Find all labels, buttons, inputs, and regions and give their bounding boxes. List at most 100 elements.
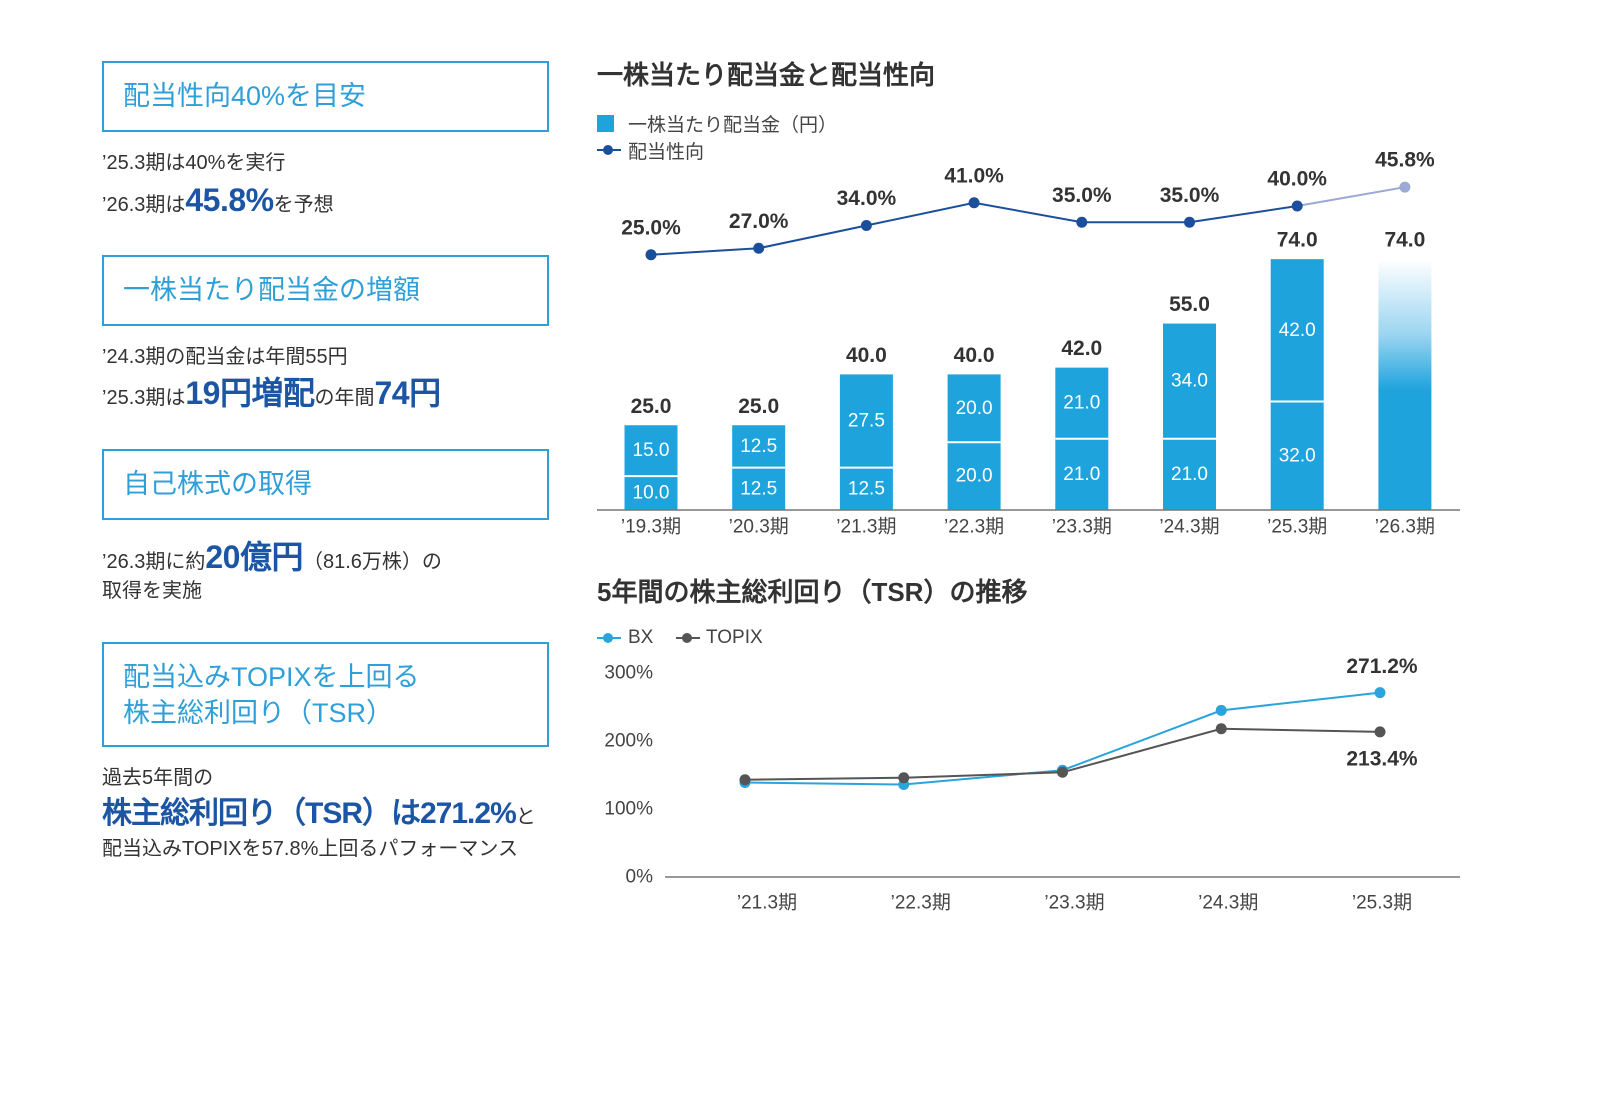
- bar-forecast: [1378, 259, 1432, 510]
- bar-segment-label: 10.0: [633, 483, 670, 504]
- highlight-text-line: ’25.3期は40%を実行: [102, 150, 285, 176]
- bar-segment-label: 20.0: [956, 466, 993, 487]
- x-tick-label: ’24.3期: [1198, 892, 1258, 914]
- highlight-emphasis: 74円: [374, 375, 441, 411]
- payout-ratio-point: [1076, 216, 1088, 228]
- highlight-text-line: ’26.3期は45.8%を予想: [102, 182, 334, 218]
- bar-segment-label: 42.0: [1279, 320, 1316, 341]
- bar-segment: [1270, 401, 1324, 510]
- highlight-text-line: 株主総利回り（TSR）は271.2%と: [102, 796, 536, 832]
- tsr-chart-plot: 0% 100% 200% 300% ’21.3期 ’22.3期 ’23.3期 ’24.3期 ’2…: [604, 655, 1460, 914]
- series-bx: 271.2%: [739, 655, 1418, 791]
- bar-segment: [624, 476, 678, 510]
- highlight-text: ’24.3期の配当金は年間55円: [102, 346, 348, 368]
- highlight-box-share-buyback: 自己株式の取得: [102, 449, 549, 520]
- highlight-text-line: 配当込みTOPIXを57.8%上回るパフォーマンス: [102, 836, 518, 862]
- tsr-chart-title: 5年間の株主総利回り（TSR）の推移: [597, 577, 1028, 607]
- legend-payout-ratio: 配当性向: [597, 138, 705, 163]
- highlight-text: ’25.3期は40%を実行: [102, 152, 286, 174]
- dividend-chart-title: 一株当たり配当金と配当性向: [597, 60, 936, 90]
- highlight-text: ’25.3期は: [102, 387, 186, 409]
- payout-ratio-point: [1291, 200, 1303, 212]
- bar-segment-label: 27.5: [848, 411, 885, 432]
- highlight-emphasis: 20億円: [205, 539, 303, 575]
- bar-segment-label: 34.0: [1171, 371, 1208, 392]
- highlight-text: と: [515, 806, 536, 828]
- x-tick-label: ’23.3期: [1052, 516, 1112, 538]
- payout-ratio-label: 35.0%: [1160, 184, 1220, 207]
- payout-ratio-point: [753, 242, 765, 254]
- y-tick-label: 0%: [626, 867, 654, 888]
- dividend-chart-plot: 10.0 15.0 25.0 12.5 12.5 25.0 12.5 27.5 40.0 20.0…: [597, 149, 1460, 538]
- bar-segment: [1163, 323, 1216, 439]
- highlight-box-dividend-increase: 一株当たり配当金の増額: [102, 255, 549, 326]
- highlight-emphasis: 株主総利回り（TSR）は271.2%: [102, 797, 517, 830]
- payout-ratio-label: 35.0%: [1052, 184, 1112, 207]
- legend-label: 配当性向: [628, 141, 705, 163]
- legend-dividend-per-share: 一株当たり配当金（円）: [597, 111, 837, 136]
- payout-ratio-point: [968, 197, 980, 209]
- x-tick-label: ’22.3期: [891, 892, 951, 914]
- bar-segment-label: 12.5: [740, 436, 777, 457]
- bar-total-label: 25.0: [738, 395, 779, 418]
- bar-total-label: 40.0: [846, 344, 887, 367]
- payout-ratio-point: [1399, 181, 1411, 193]
- payout-ratio-series: 25.0% 27.0% 34.0% 41.0% 35.0% 35.0% 40.0% 45.8%: [621, 149, 1435, 261]
- x-tick-label: ’25.3期: [1352, 892, 1412, 914]
- series-point: [1215, 723, 1227, 735]
- legend-line-dot-icon: [597, 632, 621, 644]
- bar-total-label: 74.0: [1277, 229, 1318, 252]
- bar-segment: [624, 425, 678, 477]
- bar-segment: [732, 425, 786, 468]
- x-tick-label: ’21.3期: [737, 892, 797, 914]
- series-point: [1057, 766, 1068, 778]
- x-tick-label: ’23.3期: [1044, 892, 1104, 914]
- legend-label: TOPIX: [706, 627, 763, 648]
- bar-group: 12.5 12.5 25.0: [732, 395, 786, 510]
- bar-group: 12.5 27.5 40.0: [839, 344, 893, 510]
- bar-segment: [1163, 438, 1216, 510]
- highlight-heading: 配当性向40%を目安: [123, 81, 367, 111]
- payout-ratio-label: 40.0%: [1267, 168, 1327, 191]
- bar-segment: [732, 467, 786, 510]
- payout-ratio-label: 45.8%: [1375, 149, 1435, 172]
- x-tick-label: ’24.3期: [1159, 516, 1219, 538]
- payout-ratio-label: 34.0%: [837, 187, 897, 210]
- bar-segment-label: 21.0: [1171, 464, 1208, 485]
- highlight-heading: 配当込みTOPIXを上回る: [123, 662, 420, 692]
- legend-square-icon: [597, 114, 614, 132]
- bar-segment-label: 12.5: [848, 478, 885, 499]
- series-point: [898, 772, 910, 784]
- x-tick-label: ’21.3期: [836, 516, 896, 538]
- bar-segment-label: 12.5: [740, 478, 777, 499]
- end-value-label: 271.2%: [1346, 655, 1418, 678]
- bar-group: 21.0 21.0 42.0: [1055, 337, 1109, 510]
- bar-segment-label: 20.0: [956, 398, 993, 419]
- highlight-text-line: ’26.3期に約20億円（81.6万株）の: [102, 539, 442, 575]
- highlight-heading: 自己株式の取得: [123, 469, 312, 499]
- series-point: [1215, 704, 1227, 716]
- highlight-text-line: ’25.3期は19円増配の年間74円: [102, 375, 441, 411]
- payout-ratio-label: 25.0%: [621, 216, 681, 239]
- bar-segment-label: 15.0: [633, 440, 670, 461]
- x-tick-label: ’22.3期: [944, 516, 1004, 538]
- y-tick-label: 300%: [604, 663, 653, 684]
- payout-ratio-forecast-line: [1297, 186, 1406, 207]
- highlight-text: 過去5年間の: [102, 767, 214, 789]
- bar-group: 21.0 34.0 55.0: [1163, 293, 1216, 510]
- highlight-text-line: 過去5年間の: [102, 765, 213, 791]
- x-tick-label: ’19.3期: [621, 516, 681, 538]
- series-point: [739, 774, 751, 786]
- highlight-text: の年間: [314, 387, 375, 409]
- highlight-box-tsr: 配当込みTOPIXを上回る 株主総利回り（TSR）: [102, 642, 549, 747]
- series-topix: 213.4%: [739, 723, 1418, 786]
- legend-label: BX: [628, 627, 654, 648]
- bar-total-label: 25.0: [631, 395, 672, 418]
- bar-total-label: 40.0: [954, 344, 995, 367]
- payout-ratio-label: 27.0%: [729, 210, 789, 233]
- highlight-heading: 株主総利回り（TSR）: [123, 698, 393, 728]
- bar-group: 10.0 15.0 25.0: [624, 395, 678, 510]
- highlight-box-payout-ratio: 配当性向40%を目安: [102, 61, 549, 132]
- highlight-text-line: 取得を実施: [102, 578, 202, 604]
